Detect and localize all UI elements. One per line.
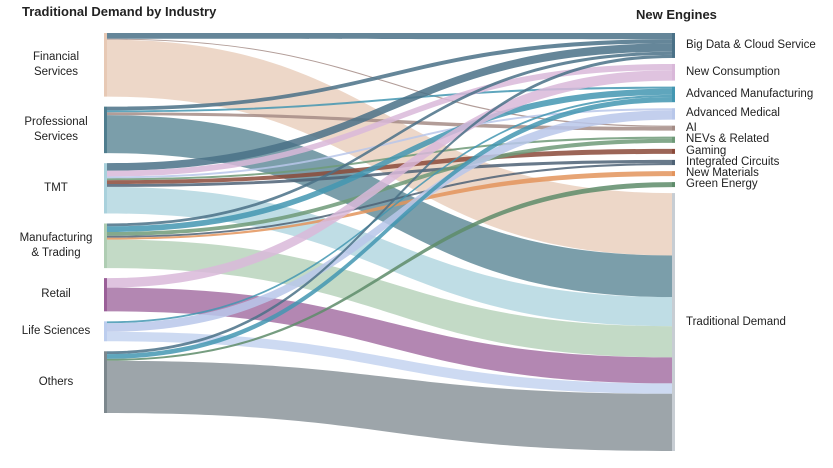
source-label-fin: Financial Services: [13, 50, 99, 80]
flow-oth-to-advmfg: [107, 97, 672, 359]
flow-mfg-to-bigdata: [107, 51, 672, 227]
source-label-line: Life Sciences: [21, 324, 91, 337]
target-node-newcons: [672, 63, 675, 81]
flow-tmt-to-gaming: [107, 148, 672, 185]
target-label-newmat: New Materials: [686, 167, 759, 180]
flow-mfg-to-ic: [107, 163, 672, 238]
left-column-header: Traditional Demand by Industry: [22, 4, 217, 19]
flow-prof-to-bigdata: [107, 39, 672, 111]
target-label-gaming: Gaming: [686, 144, 727, 157]
target-node-nev: [672, 136, 675, 143]
flow-oth-to-bigdata: [107, 54, 672, 355]
flow-life-to-advmed: [107, 110, 672, 332]
sankey-links: [107, 33, 672, 451]
flow-life-to-advmfg: [107, 94, 672, 324]
target-label-advmfg: Advanced Manufacturing: [686, 87, 814, 100]
flow-tmt-to-bigdata: [107, 43, 672, 171]
source-label-ret: Retail: [13, 287, 99, 302]
target-label-advmed: Advanced Medical: [686, 107, 780, 120]
flow-mfg-to-nev: [107, 138, 672, 236]
target-node-advmed: [672, 108, 675, 120]
target-node-newmat: [672, 171, 675, 177]
target-node-bigdata: [672, 33, 675, 58]
flow-ret-to-newcons: [107, 70, 672, 288]
source-node-ret: [104, 278, 107, 312]
source-node-prof: [104, 106, 107, 154]
flow-oth-to-trad: [107, 360, 672, 451]
sankey-nodes: [104, 33, 675, 451]
flow-oth-to-green: [107, 182, 672, 361]
source-node-mfg: [104, 223, 107, 269]
flow-life-to-trad: [107, 331, 672, 394]
target-node-ic: [672, 159, 675, 166]
source-label-line: Financial: [32, 50, 80, 63]
right-column-header: New Engines: [636, 7, 717, 22]
source-label-oth: Others: [13, 375, 99, 390]
source-label-mfg: Manufacturing & Trading: [13, 231, 99, 261]
flow-tmt-to-newcons: [107, 63, 672, 177]
target-node-advmfg: [672, 86, 675, 103]
target-label-bigdata: Big Data & Cloud Service: [686, 38, 816, 51]
flow-tmt-to-trad: [107, 186, 672, 327]
flow-mfg-to-advmfg: [107, 88, 672, 233]
source-label-line: Professional: [24, 115, 88, 128]
target-node-green: [672, 182, 675, 188]
flow-mfg-to-trad: [107, 239, 672, 358]
target-label-newcons: New Consumption: [686, 65, 780, 78]
source-label-line: TMT: [44, 181, 68, 194]
target-label-ic: Integrated Circuits: [686, 155, 780, 168]
flow-ret-to-trad: [107, 287, 672, 384]
flow-tmt-to-advmed: [107, 108, 672, 179]
source-node-tmt: [104, 163, 107, 214]
flow-fin-to-ai: [107, 38, 672, 127]
source-node-oth: [104, 351, 107, 413]
source-label-tmt: TMT: [13, 181, 99, 196]
source-label-line: Others: [38, 375, 74, 388]
target-node-gaming: [672, 148, 675, 154]
source-label-line: Retail: [41, 288, 71, 301]
source-label-line: Services: [33, 65, 79, 78]
target-label-ai: AI: [686, 121, 697, 134]
source-label-line: Manufacturing: [19, 231, 93, 244]
source-label-line: & Trading: [31, 246, 81, 259]
source-node-life: [104, 321, 107, 342]
target-node-trad: [672, 193, 675, 451]
source-label-life: Life Sciences: [13, 324, 99, 339]
source-node-fin: [104, 33, 107, 97]
target-label-green: Green Energy: [686, 178, 758, 191]
source-label-line: Services: [33, 130, 79, 143]
target-node-ai: [672, 125, 675, 131]
target-label-nev: NEVs & Related: [686, 133, 770, 146]
source-label-prof: Professional Services: [13, 115, 99, 145]
flow-prof-to-advmfg: [107, 86, 672, 113]
flow-tmt-to-ic: [107, 159, 672, 187]
target-label-trad: Traditional Demand: [686, 315, 786, 328]
flow-fin-to-bigdata: [107, 33, 672, 40]
